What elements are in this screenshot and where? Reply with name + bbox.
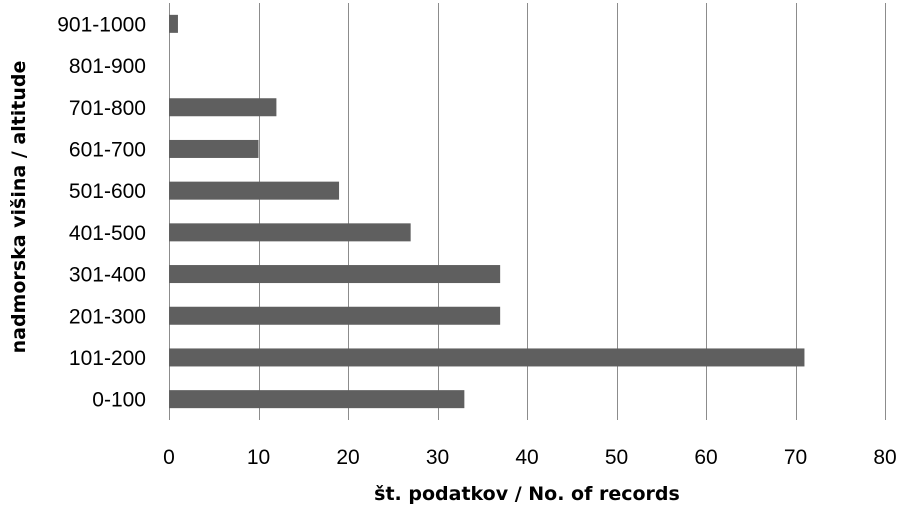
bar-101-200	[169, 348, 805, 367]
category-labels: 0-100 101-200 201-300 301-400 401-500 501-600…	[57, 13, 146, 411]
category-label: 801-900	[69, 55, 146, 78]
category-label: 101-200	[69, 347, 146, 370]
category-label: 701-800	[69, 97, 146, 120]
bar-501-600	[169, 181, 340, 200]
category-label: 201-300	[69, 305, 146, 328]
bar-701-800	[169, 98, 277, 117]
bars	[169, 14, 805, 409]
x-tick-label: 30	[426, 446, 449, 469]
category-label: 0-100	[92, 389, 146, 412]
bar-401-500	[169, 223, 411, 242]
category-label: 401-500	[69, 222, 146, 245]
x-tick-label: 10	[247, 446, 270, 469]
x-tick-label: 50	[605, 446, 628, 469]
bar-601-700	[169, 139, 259, 158]
y-axis-title: nadmorska višina / altitude	[8, 61, 30, 354]
x-tick-label: 80	[873, 446, 896, 469]
x-axis-title: št. podatkov / No. of records	[374, 483, 680, 505]
category-label: 501-600	[69, 180, 146, 203]
bar-901-1000	[169, 14, 178, 33]
x-tick-label: 20	[336, 446, 359, 469]
x-tick-label: 40	[515, 446, 538, 469]
bar-201-300	[169, 306, 501, 325]
bar-301-400	[169, 265, 501, 284]
category-label: 301-400	[69, 264, 146, 287]
x-tick-label: 0	[163, 446, 175, 469]
x-tick-labels: 0 10 20 30 40 50 60 70 80	[163, 446, 897, 469]
x-tick-label: 70	[784, 446, 807, 469]
category-label: 601-700	[69, 138, 146, 161]
bar-0-100	[169, 390, 465, 409]
category-label: 901-1000	[57, 13, 146, 36]
x-tick-label: 60	[694, 446, 717, 469]
